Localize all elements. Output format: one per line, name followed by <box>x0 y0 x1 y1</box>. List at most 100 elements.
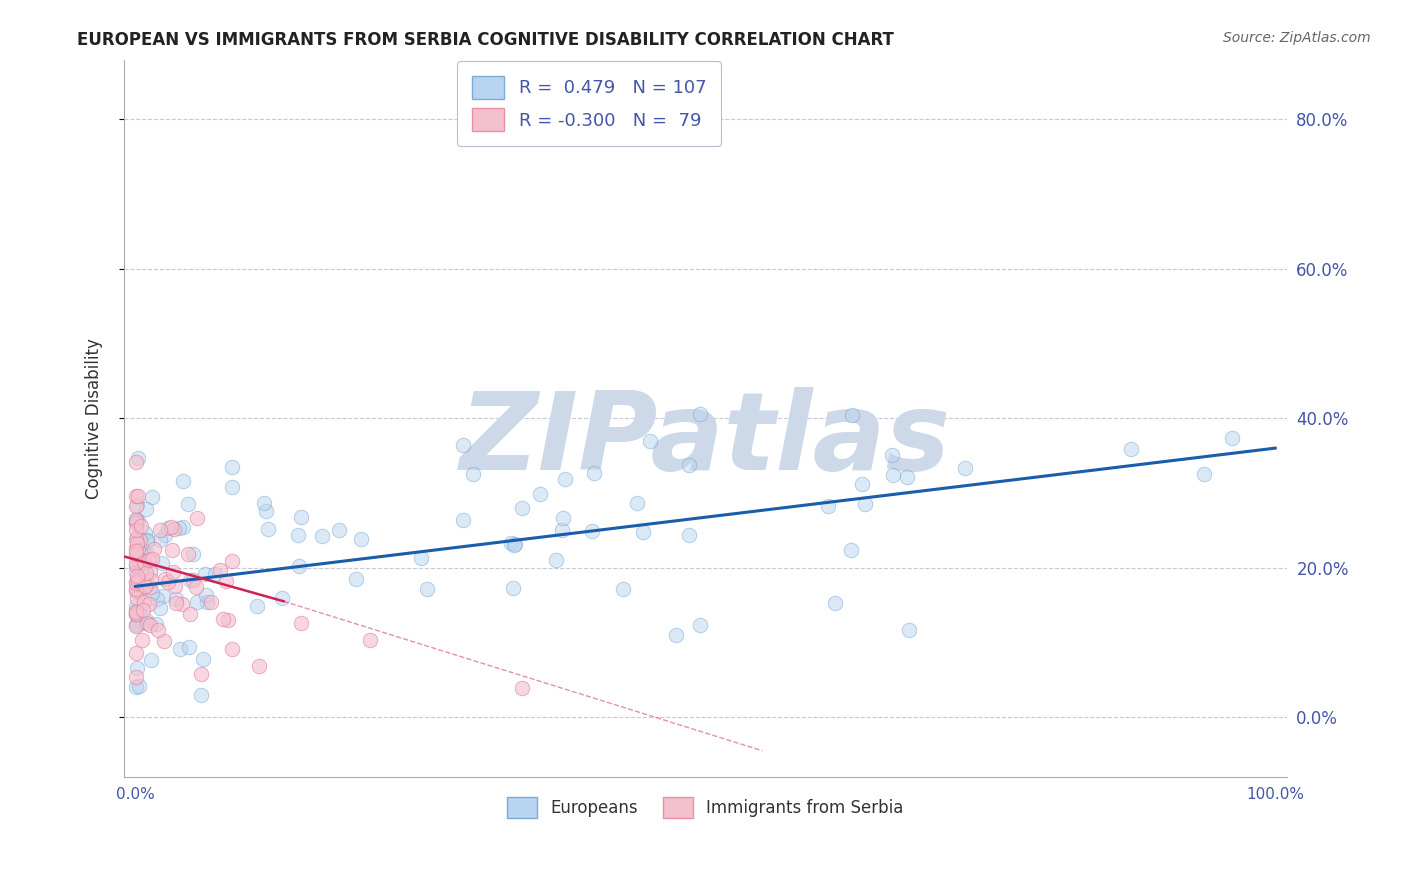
Point <box>186 595 208 609</box>
Point <box>127 574 149 588</box>
Point <box>638 434 661 449</box>
Point <box>139 580 162 594</box>
Point <box>172 475 194 489</box>
Point <box>183 547 205 561</box>
Point <box>190 689 212 703</box>
Point <box>247 659 270 673</box>
Point <box>131 615 153 630</box>
Point <box>127 489 149 503</box>
Point <box>359 632 381 647</box>
Point <box>503 537 526 551</box>
Point <box>125 576 148 591</box>
Point <box>179 607 201 622</box>
Point <box>453 438 475 452</box>
Point <box>169 642 191 657</box>
Point <box>664 628 686 642</box>
Point <box>134 526 156 541</box>
Point <box>155 572 177 586</box>
Point <box>131 633 153 648</box>
Y-axis label: Cognitive Disability: Cognitive Disability <box>86 338 103 499</box>
Point <box>897 623 920 637</box>
Point <box>134 579 156 593</box>
Point <box>194 588 217 602</box>
Point <box>172 520 194 534</box>
Point <box>165 591 187 606</box>
Point <box>128 533 150 547</box>
Point <box>135 501 157 516</box>
Point <box>311 529 333 543</box>
Point <box>896 470 918 484</box>
Point <box>689 618 711 632</box>
Point <box>129 563 152 577</box>
Point <box>128 606 150 620</box>
Point <box>678 528 700 542</box>
Point <box>132 555 155 569</box>
Point <box>125 604 148 618</box>
Point <box>136 533 159 547</box>
Point <box>501 536 523 550</box>
Point <box>132 566 155 581</box>
Point <box>626 496 648 510</box>
Point <box>546 552 568 566</box>
Point <box>853 497 876 511</box>
Point <box>146 624 169 638</box>
Point <box>1194 467 1216 482</box>
Point <box>136 534 159 549</box>
Point <box>143 542 166 557</box>
Point <box>132 595 155 609</box>
Point <box>191 652 214 666</box>
Point <box>165 597 187 611</box>
Point <box>125 565 148 579</box>
Point <box>135 566 157 581</box>
Point <box>1220 431 1243 445</box>
Point <box>125 558 148 573</box>
Point <box>125 599 148 614</box>
Text: ZIPatlas: ZIPatlas <box>460 387 950 492</box>
Point <box>125 541 148 555</box>
Point <box>127 591 149 605</box>
Point <box>177 548 200 562</box>
Point <box>841 408 863 422</box>
Point <box>215 574 238 588</box>
Point <box>125 617 148 632</box>
Point <box>135 615 157 630</box>
Point <box>127 543 149 558</box>
Point <box>124 584 146 599</box>
Point <box>529 487 551 501</box>
Point <box>851 476 873 491</box>
Point <box>127 498 149 512</box>
Point <box>212 611 235 625</box>
Point <box>631 525 654 540</box>
Point <box>125 547 148 561</box>
Point <box>128 614 150 628</box>
Point <box>271 591 294 605</box>
Point <box>163 579 186 593</box>
Point <box>194 567 217 582</box>
Point <box>290 616 312 631</box>
Point <box>138 552 160 566</box>
Point <box>125 532 148 546</box>
Point <box>582 466 605 480</box>
Point <box>124 544 146 558</box>
Point <box>141 551 163 566</box>
Point <box>1119 442 1142 456</box>
Point <box>139 653 162 667</box>
Point <box>217 613 239 627</box>
Point <box>141 574 163 588</box>
Point <box>581 524 603 539</box>
Point <box>125 515 148 529</box>
Point <box>124 605 146 619</box>
Point <box>678 458 700 472</box>
Point <box>125 582 148 597</box>
Point <box>882 468 904 483</box>
Text: Source: ZipAtlas.com: Source: ZipAtlas.com <box>1223 31 1371 45</box>
Point <box>612 582 634 596</box>
Text: EUROPEAN VS IMMIGRANTS FROM SERBIA COGNITIVE DISABILITY CORRELATION CHART: EUROPEAN VS IMMIGRANTS FROM SERBIA COGNI… <box>77 31 894 49</box>
Point <box>128 584 150 599</box>
Point <box>179 574 201 588</box>
Point <box>141 491 163 505</box>
Point <box>135 545 157 559</box>
Point <box>177 497 200 511</box>
Point <box>149 533 172 548</box>
Point <box>125 536 148 550</box>
